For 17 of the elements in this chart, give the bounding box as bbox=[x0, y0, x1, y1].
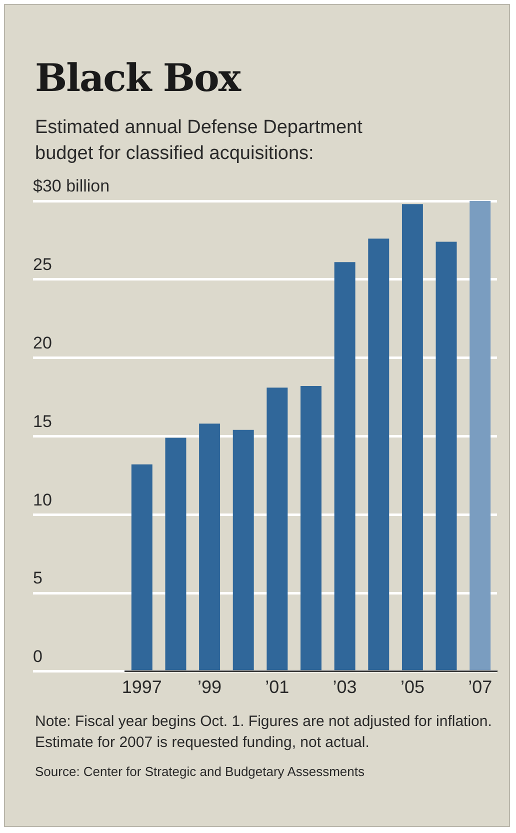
y-tick-label: 10 bbox=[33, 490, 52, 510]
x-tick-label: ’01 bbox=[265, 677, 290, 698]
x-tick-label: ’05 bbox=[400, 677, 424, 698]
y-tick-label: 0 bbox=[33, 647, 42, 666]
x-tick-label: ’03 bbox=[332, 677, 357, 698]
chart-title: Black Box bbox=[35, 55, 240, 100]
y-tick-label: $30 billion bbox=[33, 176, 110, 196]
x-tick-label: ’99 bbox=[198, 677, 222, 698]
x-tick-label: ’07 bbox=[468, 677, 492, 698]
y-tick-label: 5 bbox=[33, 568, 42, 588]
source-note: Source: Center for Strategic and Budgetary Assessments bbox=[35, 763, 366, 781]
y-tick-label: 25 bbox=[33, 255, 52, 274]
y-tick-label: 20 bbox=[33, 333, 52, 352]
text: Note: Fiscal year begins Oct. 1. Figures are not adjusted for inflation. Estimate for 2007 is requested funding, not actual. bbox=[35, 712, 493, 753]
x-tick-label: 1997 bbox=[122, 677, 162, 698]
chart-subtitle: Estimated annual Defense Department budget for classified acquisitions: bbox=[35, 116, 364, 166]
y-tick-label: 15 bbox=[33, 412, 52, 431]
